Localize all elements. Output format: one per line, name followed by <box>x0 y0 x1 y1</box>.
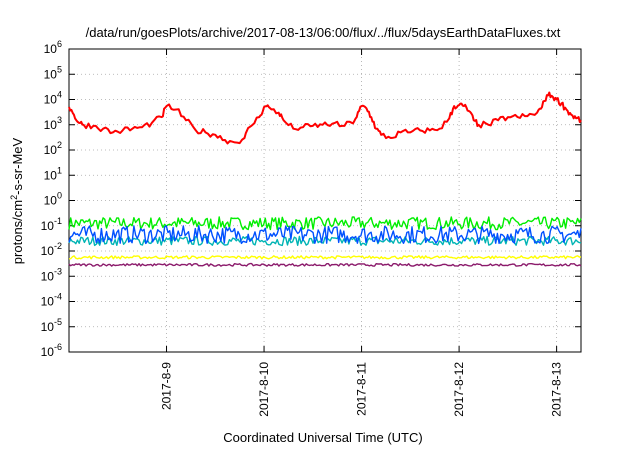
y-tick-label: 106 <box>44 39 62 56</box>
y-tick-label: 103 <box>44 115 62 132</box>
y-tick-label: 10-1 <box>41 216 62 233</box>
y-tick-exponent: 1 <box>57 165 62 175</box>
y-tick-label: 104 <box>44 90 62 107</box>
y-tick-exponent: 6 <box>57 39 62 49</box>
series-line-4 <box>68 262 582 267</box>
y-tick-label: 10-4 <box>41 292 62 309</box>
grid <box>69 49 581 352</box>
y-tick-exponent: -3 <box>54 266 62 276</box>
y-tick-label: 101 <box>44 165 62 182</box>
x-tick-label: 2017-8-13 <box>550 362 564 417</box>
y-axis-label-superscript: 2 <box>9 195 19 200</box>
y-tick-exponent: 4 <box>57 90 62 100</box>
chart-title: /data/run/goesPlots/archive/2017-08-13/0… <box>86 25 561 40</box>
series-line-5 <box>68 91 582 145</box>
x-axis-label: Coordinated Universal Time (UTC) <box>223 430 422 445</box>
y-tick-exponent: 0 <box>57 191 62 201</box>
y-tick-label: 10-6 <box>41 342 62 359</box>
y-tick-exponent: -2 <box>54 241 62 251</box>
y-tick-label: 10-5 <box>41 317 62 334</box>
y-tick-exponent: -5 <box>54 317 62 327</box>
y-axis-label: protons/cm2-s-sr-MeV <box>9 137 25 264</box>
series-line-2 <box>68 225 582 245</box>
y-tick-label: 10-2 <box>41 241 62 258</box>
series-layer <box>68 91 582 267</box>
series-line-3 <box>68 255 581 260</box>
y-tick-exponent: -4 <box>54 292 62 302</box>
x-tick-label: 2017-8-11 <box>355 362 369 416</box>
x-tick-label: 2017-8-12 <box>452 362 466 417</box>
x-axis: 2017-8-9 2017-8-10 2017-8-11 2017-8-12 2017-… <box>160 49 564 417</box>
y-axis: 10-610-510-410-310-210-11001011021031041… <box>41 39 581 359</box>
y-tick-exponent: 5 <box>57 64 62 74</box>
x-tick-label: 2017-8-10 <box>257 362 271 417</box>
y-tick-exponent: -1 <box>54 216 62 226</box>
y-tick-label: 10-3 <box>41 266 62 283</box>
y-tick-label: 100 <box>44 191 62 208</box>
y-tick-exponent: -6 <box>54 342 62 352</box>
x-tick-label: 2017-8-9 <box>160 362 174 410</box>
y-tick-exponent: 2 <box>57 140 62 150</box>
y-tick-exponent: 3 <box>57 115 62 125</box>
y-tick-label: 105 <box>44 64 62 81</box>
y-tick-label: 102 <box>44 140 62 157</box>
